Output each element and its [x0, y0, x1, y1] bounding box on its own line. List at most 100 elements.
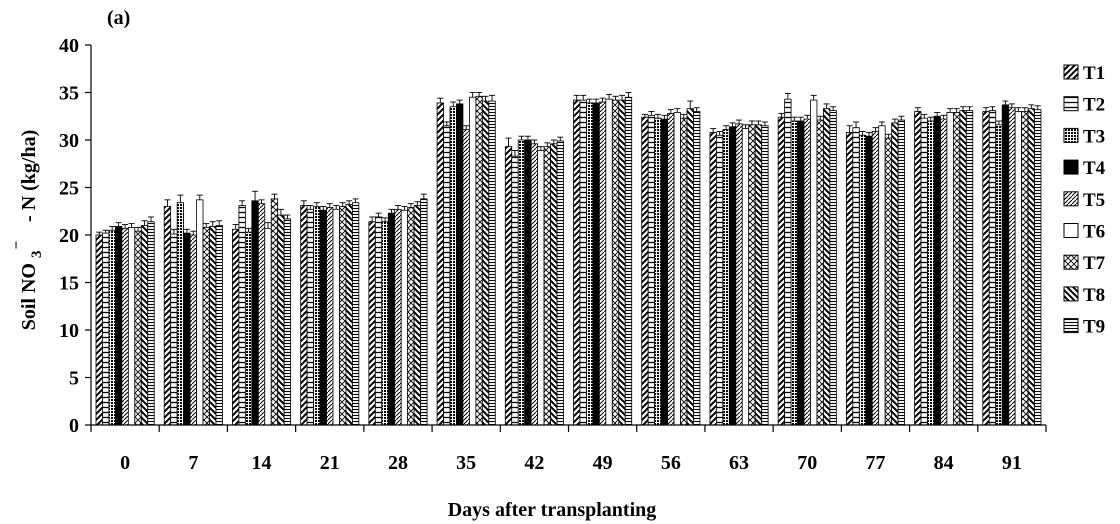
- bar-t5-day-91: [1008, 107, 1016, 426]
- bar-t6-day-21: [332, 208, 340, 426]
- bar-t4-day-0: [115, 226, 123, 426]
- bar-t9-day-28: [420, 198, 428, 426]
- y-axis-title-suffix: - N (kg/ha): [18, 130, 40, 222]
- bar-t9-day-35: [488, 100, 496, 426]
- y-axis-title-superscript: −: [9, 241, 25, 250]
- x-tick-label: 49: [593, 452, 613, 474]
- bar-t6-day-35: [469, 96, 477, 426]
- bar-t9-day-84: [965, 110, 974, 426]
- bar-t6-day-84: [946, 112, 954, 426]
- legend-swatch-t2: [1063, 96, 1079, 112]
- bar-t4-day-49: [592, 102, 600, 426]
- bar-t1-day-28: [368, 221, 376, 426]
- bar-t6-day-14: [264, 227, 272, 426]
- x-tick-label: 35: [456, 452, 476, 474]
- bar-t5-day-28: [394, 208, 402, 426]
- bar-t1-day-70: [777, 116, 786, 426]
- bar-t7-day-0: [134, 230, 142, 426]
- bar-t9-day-42: [556, 140, 564, 426]
- legend-swatch-t7: [1063, 254, 1079, 270]
- bar-t4-day-28: [387, 212, 396, 426]
- bar-t5-day-0: [121, 227, 129, 426]
- x-tick-label: 70: [797, 452, 817, 474]
- y-tick-label: 25: [59, 178, 79, 200]
- bar-t7-day-21: [339, 206, 347, 426]
- x-tick-label: 21: [320, 452, 340, 474]
- legend-swatch-t6: [1063, 223, 1079, 238]
- bar-t8-day-21: [345, 204, 353, 426]
- legend-swatch-t9: [1063, 318, 1079, 334]
- bar-t1-day-14: [232, 228, 240, 426]
- bar-t7-day-63: [748, 124, 756, 426]
- bar-t6-day-28: [400, 209, 409, 426]
- bar-t7-day-84: [952, 112, 961, 426]
- legend-label-t3: T3: [1083, 126, 1105, 147]
- bar-t4-day-56: [660, 118, 668, 426]
- bar-t6-day-7: [196, 199, 204, 426]
- bar-t4-day-42: [524, 139, 532, 426]
- bar-t7-day-56: [680, 117, 688, 426]
- bar-t3-day-35: [449, 106, 457, 426]
- bar-t9-day-7: [215, 225, 223, 426]
- bar-t4-day-84: [933, 115, 941, 426]
- bar-t2-day-7: [170, 233, 178, 426]
- y-tick-label: 15: [59, 273, 79, 295]
- legend-swatch-t3: [1063, 127, 1079, 143]
- bar-t1-day-91: [982, 111, 990, 426]
- bar-t3-day-84: [927, 120, 935, 426]
- bar-t7-day-28: [407, 207, 415, 426]
- bar-t3-day-70: [790, 120, 798, 426]
- y-tick-label: 35: [59, 83, 79, 105]
- bar-t8-day-0: [140, 225, 149, 426]
- bar-t3-day-14: [244, 231, 253, 426]
- bar-t7-day-49: [611, 99, 620, 426]
- bar-t3-day-7: [176, 202, 185, 426]
- bar-t4-day-63: [728, 126, 737, 426]
- legend-swatch-t1: [1063, 64, 1079, 80]
- bar-t8-day-70: [823, 108, 831, 426]
- bar-t3-day-77: [858, 134, 867, 426]
- bar-t5-day-70: [803, 118, 811, 426]
- y-tick-label: 40: [59, 35, 79, 57]
- bar-t5-day-14: [257, 203, 266, 426]
- bar-t5-day-21: [326, 207, 334, 426]
- bar-t7-day-91: [1021, 111, 1029, 426]
- bar-t8-day-7: [209, 226, 217, 426]
- bar-t6-day-70: [810, 99, 818, 426]
- bar-t6-day-77: [878, 125, 886, 426]
- bar-t8-day-84: [959, 110, 967, 426]
- bar-t8-day-77: [891, 122, 899, 426]
- bar-t5-day-56: [667, 113, 675, 426]
- legend-label-t1: T1: [1083, 63, 1105, 84]
- bar-t8-day-35: [481, 100, 490, 426]
- bar-t1-day-42: [504, 146, 513, 426]
- x-tick-label: 84: [934, 452, 954, 474]
- bar-t6-day-91: [1014, 111, 1022, 426]
- bar-t5-day-84: [940, 118, 948, 426]
- bar-t2-day-91: [988, 110, 997, 426]
- bar-t8-day-91: [1027, 108, 1035, 426]
- bar-t1-day-7: [163, 206, 172, 426]
- bar-t5-day-7: [189, 234, 197, 426]
- x-tick-label: 14: [252, 452, 272, 474]
- y-tick-label: 30: [59, 130, 79, 152]
- bar-t2-day-77: [852, 127, 860, 426]
- y-axis-title-prefix: Soil NO: [18, 263, 40, 330]
- bar-t7-day-7: [202, 226, 210, 426]
- y-axis-title-subscript: 3: [29, 251, 45, 259]
- bar-t2-day-0: [102, 232, 110, 426]
- bar-t1-day-77: [845, 131, 854, 426]
- bar-t4-day-7: [183, 232, 191, 426]
- bar-t8-day-14: [277, 214, 285, 426]
- bar-t4-day-77: [865, 135, 873, 426]
- bar-t7-day-70: [816, 119, 824, 426]
- bar-t9-day-63: [761, 125, 769, 426]
- bar-t9-day-77: [897, 119, 905, 426]
- legend-label-t8: T8: [1083, 285, 1105, 306]
- bar-t2-day-70: [784, 98, 792, 426]
- bar-t9-day-91: [1034, 109, 1042, 426]
- bar-t6-day-56: [673, 112, 681, 426]
- bar-t9-day-49: [624, 96, 633, 426]
- bar-t5-day-35: [462, 129, 470, 426]
